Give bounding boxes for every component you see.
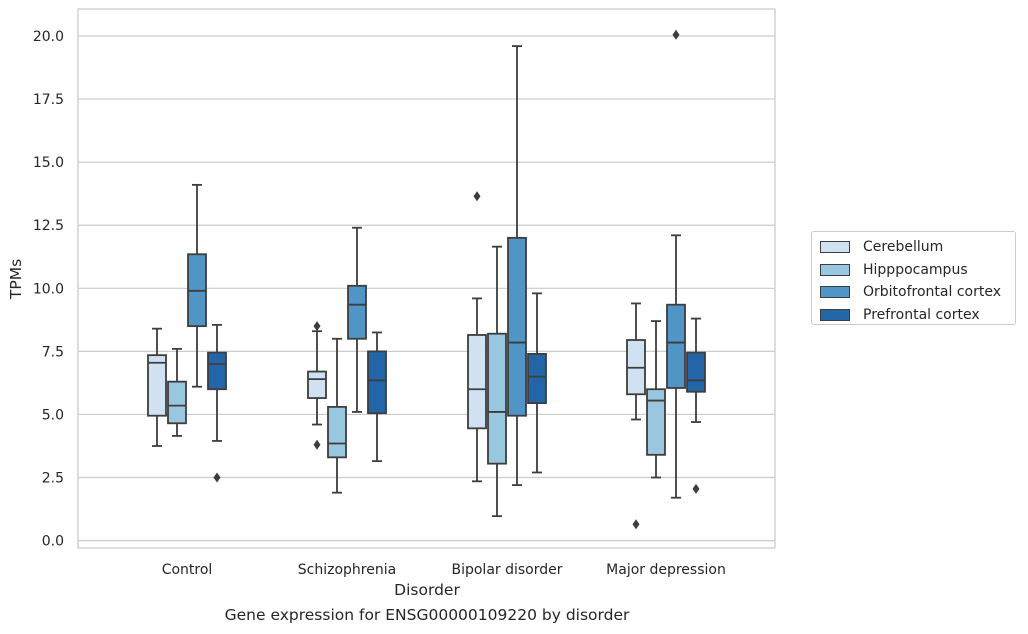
y-tick-label: 12.5 — [33, 218, 64, 234]
y-tick-label: 5.0 — [42, 407, 64, 423]
legend-item: Orbitofrontal cortex — [820, 281, 1007, 304]
box-cerebellum — [467, 191, 487, 483]
iqr-box — [327, 405, 347, 459]
box-orbitofrontal-cortex — [666, 29, 686, 499]
outlier-point — [672, 29, 680, 40]
legend-item: Hipppocampus — [820, 259, 1007, 282]
legend-label: Hipppocampus — [863, 261, 968, 278]
y-tick-label: 17.5 — [33, 92, 64, 108]
y-tick-label: 10.0 — [33, 281, 64, 297]
figure-caption: Gene expression for ENSG00000109220 by d… — [224, 606, 630, 624]
iqr-box — [527, 352, 547, 404]
box-orbitofrontal-cortex — [507, 45, 527, 486]
box-hipppocampus — [167, 347, 187, 437]
iqr-box — [646, 388, 666, 456]
iqr-box — [467, 334, 487, 430]
box-prefrontal-cortex — [207, 323, 227, 483]
iqr-box — [207, 351, 227, 391]
iqr-box — [666, 303, 686, 389]
legend-item: Cerebellum — [820, 236, 1007, 259]
legend-swatch — [820, 263, 850, 276]
box-prefrontal-cortex — [686, 317, 706, 494]
iqr-box — [307, 370, 327, 399]
gridlines — [78, 35, 775, 542]
outlier-point — [473, 191, 481, 202]
box-hipppocampus — [646, 320, 666, 479]
box-hipppocampus — [327, 337, 347, 494]
y-axis-label: TPMs — [7, 259, 25, 300]
outlier-point — [313, 321, 321, 332]
y-tick-label: 0.0 — [42, 534, 64, 550]
box-cerebellum — [626, 302, 646, 530]
outlier-point — [632, 519, 640, 530]
box-prefrontal-cortex — [527, 292, 547, 474]
box-hipppocampus — [487, 245, 507, 518]
iqr-box — [367, 350, 387, 415]
box-orbitofrontal-cortex — [187, 183, 207, 388]
legend-swatch — [820, 241, 850, 254]
y-tick-label: 15.0 — [33, 155, 64, 171]
outlier-point — [313, 439, 321, 450]
box-prefrontal-cortex — [367, 331, 387, 463]
box-orbitofrontal-cortex — [347, 226, 367, 413]
box-cerebellum — [147, 327, 167, 447]
legend-label: Orbitofrontal cortex — [863, 284, 1001, 301]
x-axis-label: Disorder — [394, 581, 460, 599]
iqr-box — [147, 354, 167, 417]
x-tick-label: Major depression — [606, 562, 726, 578]
box-cerebellum — [307, 321, 327, 450]
legend: Cerebellum Hipppocampus Orbitofrontal cort… — [811, 231, 1016, 325]
legend-label: Cerebellum — [863, 239, 944, 256]
iqr-box — [347, 284, 367, 340]
x-tick-label: Control — [162, 562, 213, 578]
x-tick-label: Bipolar disorder — [451, 562, 562, 578]
iqr-box — [507, 236, 527, 417]
y-tick-label: 20.0 — [33, 29, 64, 45]
legend-item: Prefrontal cortex — [820, 304, 1007, 327]
y-tick-labels: 0.0 2.5 5.0 7.5 10.0 12.5 15.0 17.5 20.0 — [33, 29, 64, 550]
y-tick-label: 2.5 — [42, 471, 64, 487]
box-series — [147, 29, 706, 530]
x-tick-labels: Control Schizophrenia Bipolar disorder Majo… — [162, 562, 726, 578]
plot-frame — [77, 8, 776, 549]
y-tick-label: 7.5 — [42, 344, 64, 360]
iqr-box — [686, 351, 706, 393]
outlier-point — [213, 472, 221, 483]
outlier-point — [692, 483, 700, 494]
legend-label: Prefrontal cortex — [863, 306, 980, 323]
iqr-box — [167, 380, 187, 425]
legend-swatch — [820, 308, 850, 321]
x-tick-label: Schizophrenia — [298, 562, 396, 578]
legend-swatch — [820, 286, 850, 299]
iqr-box — [487, 332, 507, 465]
